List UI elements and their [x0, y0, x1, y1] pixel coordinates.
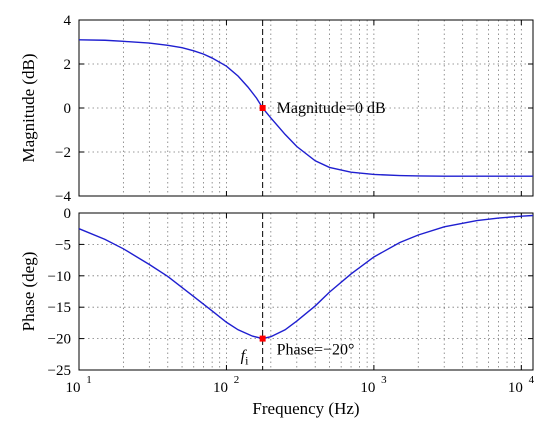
y-tick-label: −20	[48, 332, 71, 348]
y-tick-label: 2	[64, 57, 72, 73]
annotation-label: Magnitude=0 dB	[277, 100, 386, 117]
x-tick-exponent: 2	[234, 374, 240, 386]
x-tick-exponent: 3	[381, 374, 387, 386]
phase-plot: 0 −5 −10 −15 −20 −25 Phase (deg) Phase=−20° fi 10…	[19, 206, 535, 418]
magnitude-plot: 4 2 0 −2 −4 Magnitude (dB) Magnitude=0 dB	[19, 13, 534, 205]
y-tick-label: −10	[48, 269, 71, 285]
series-line	[78, 214, 534, 340]
y-axis-title: Magnitude (dB)	[19, 53, 38, 162]
x-tick-label: 10	[360, 380, 375, 396]
y-tick-label: −25	[48, 363, 71, 379]
y-tick-label: −5	[55, 237, 71, 253]
x-tick-exponent: 1	[86, 374, 92, 386]
y-tick-label: 0	[64, 101, 72, 117]
y-tick-label: 0	[64, 206, 72, 222]
marker-point	[259, 335, 266, 342]
marker-point	[259, 105, 266, 111]
marker-label: fi	[241, 348, 249, 368]
plot-frame	[78, 212, 534, 371]
x-tick-label: 10	[213, 380, 228, 396]
y-tick-label: −15	[48, 300, 71, 316]
x-tick-label: 10	[66, 380, 81, 396]
x-axis-title: Frequency (Hz)	[252, 399, 359, 418]
y-tick-label: −2	[55, 145, 71, 161]
x-tick-exponent: 4	[529, 374, 535, 386]
y-axis-title: Phase (deg)	[19, 252, 38, 332]
x-tick-label: 10	[508, 380, 523, 396]
y-tick-label: −4	[55, 189, 71, 205]
y-tick-label: 4	[64, 13, 72, 29]
annotation-label: Phase=−20°	[277, 342, 355, 359]
